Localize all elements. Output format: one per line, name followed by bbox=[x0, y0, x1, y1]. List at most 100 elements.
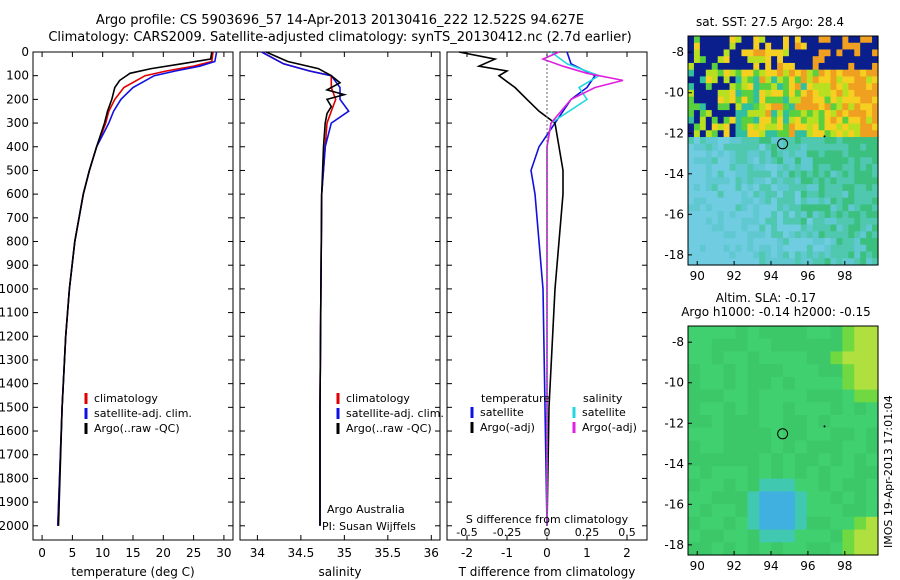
map-cell bbox=[800, 96, 808, 104]
map-cell bbox=[717, 177, 725, 185]
map-cell bbox=[818, 351, 832, 365]
map-cell bbox=[747, 504, 760, 518]
map-cell bbox=[723, 137, 731, 145]
map-cell bbox=[753, 177, 760, 185]
map-cell bbox=[699, 123, 707, 131]
map-cell bbox=[688, 177, 695, 185]
map-cell bbox=[842, 465, 855, 480]
map-cell bbox=[866, 42, 873, 51]
map-cell bbox=[842, 211, 849, 219]
map-cell bbox=[723, 204, 731, 212]
map-cell bbox=[842, 36, 849, 44]
map-cell bbox=[806, 116, 814, 125]
map-y-tick-label: -8 bbox=[672, 45, 684, 59]
map-cell bbox=[699, 190, 707, 199]
map-y-tick-label: -14 bbox=[664, 457, 684, 471]
map-cell bbox=[866, 491, 879, 505]
map-cell bbox=[759, 137, 766, 145]
map-cell bbox=[848, 69, 855, 78]
x-tick-label: 20 bbox=[156, 546, 171, 560]
x-axis-label: salinity bbox=[318, 565, 361, 579]
map-cell bbox=[777, 258, 784, 266]
map-cell bbox=[818, 389, 832, 403]
map-cell bbox=[753, 163, 760, 172]
map-cell bbox=[705, 62, 713, 71]
map-cell bbox=[777, 150, 784, 158]
map-cell bbox=[771, 177, 778, 185]
map-cell bbox=[741, 69, 748, 78]
map-cell bbox=[842, 491, 855, 505]
map-cell bbox=[777, 116, 784, 125]
map-cell bbox=[818, 231, 826, 239]
map-cell bbox=[783, 190, 790, 199]
map-cell bbox=[794, 402, 808, 416]
map-cell bbox=[824, 211, 832, 219]
map-cell bbox=[854, 542, 867, 556]
map-cell bbox=[705, 204, 713, 212]
map-cell bbox=[830, 516, 843, 531]
map-cell bbox=[735, 542, 748, 556]
map-cell bbox=[848, 157, 855, 165]
map-cell bbox=[872, 238, 879, 246]
map-cell bbox=[800, 163, 808, 172]
map-cell bbox=[860, 137, 867, 145]
map-cell bbox=[794, 110, 802, 118]
map-cell bbox=[872, 110, 879, 118]
map-cell bbox=[759, 69, 766, 78]
map-cell bbox=[765, 137, 772, 145]
map-cell bbox=[806, 217, 814, 226]
map-cell bbox=[717, 116, 725, 125]
map-cell bbox=[723, 402, 737, 416]
map-cell bbox=[747, 244, 754, 253]
map-cell bbox=[848, 62, 855, 71]
map-cell bbox=[794, 177, 802, 185]
map-cell bbox=[872, 69, 879, 78]
map-cell bbox=[711, 402, 725, 416]
map-cell bbox=[741, 251, 748, 259]
map-cell bbox=[771, 217, 778, 226]
map-cell bbox=[717, 163, 725, 172]
map-cell bbox=[794, 83, 802, 91]
map-cell bbox=[688, 453, 701, 467]
map-cell bbox=[753, 96, 760, 104]
map-cell bbox=[741, 157, 748, 165]
map-cell bbox=[729, 69, 737, 78]
map-cell bbox=[693, 96, 701, 104]
map-cell bbox=[699, 415, 713, 429]
map-cell bbox=[860, 143, 867, 152]
map-y-tick-label: -14 bbox=[664, 167, 684, 181]
map-cell bbox=[788, 130, 796, 138]
map-cell bbox=[688, 504, 701, 518]
map-cell bbox=[788, 110, 796, 118]
map-cell bbox=[765, 204, 772, 212]
map-cell bbox=[717, 89, 725, 98]
map-cell bbox=[866, 76, 873, 84]
map-cell bbox=[753, 217, 760, 226]
map-cell bbox=[866, 251, 873, 259]
y-tick-label: 400 bbox=[6, 140, 29, 154]
map-dot bbox=[823, 135, 826, 138]
map-cell bbox=[765, 157, 772, 165]
map-cell bbox=[842, 170, 849, 179]
map-cell bbox=[693, 49, 701, 57]
map-cell bbox=[783, 338, 796, 353]
map-cell bbox=[741, 49, 748, 57]
map-cell bbox=[723, 197, 731, 205]
map-cell bbox=[806, 238, 814, 246]
map-cell bbox=[723, 177, 731, 185]
map-cell bbox=[753, 143, 760, 152]
salinity-legend-label: climatology bbox=[346, 392, 410, 405]
map-cell bbox=[830, 440, 843, 454]
map-cell bbox=[848, 251, 855, 259]
map-cell bbox=[753, 197, 760, 205]
map-cell bbox=[872, 177, 879, 185]
map-cell bbox=[872, 184, 879, 192]
map-cell bbox=[693, 143, 701, 152]
map-cell bbox=[771, 96, 778, 104]
map-cell bbox=[765, 163, 772, 172]
map-cell bbox=[759, 89, 766, 98]
map-cell bbox=[806, 415, 820, 429]
map-cell bbox=[783, 89, 790, 98]
map-cell bbox=[753, 62, 760, 71]
map-cell bbox=[854, 137, 861, 145]
